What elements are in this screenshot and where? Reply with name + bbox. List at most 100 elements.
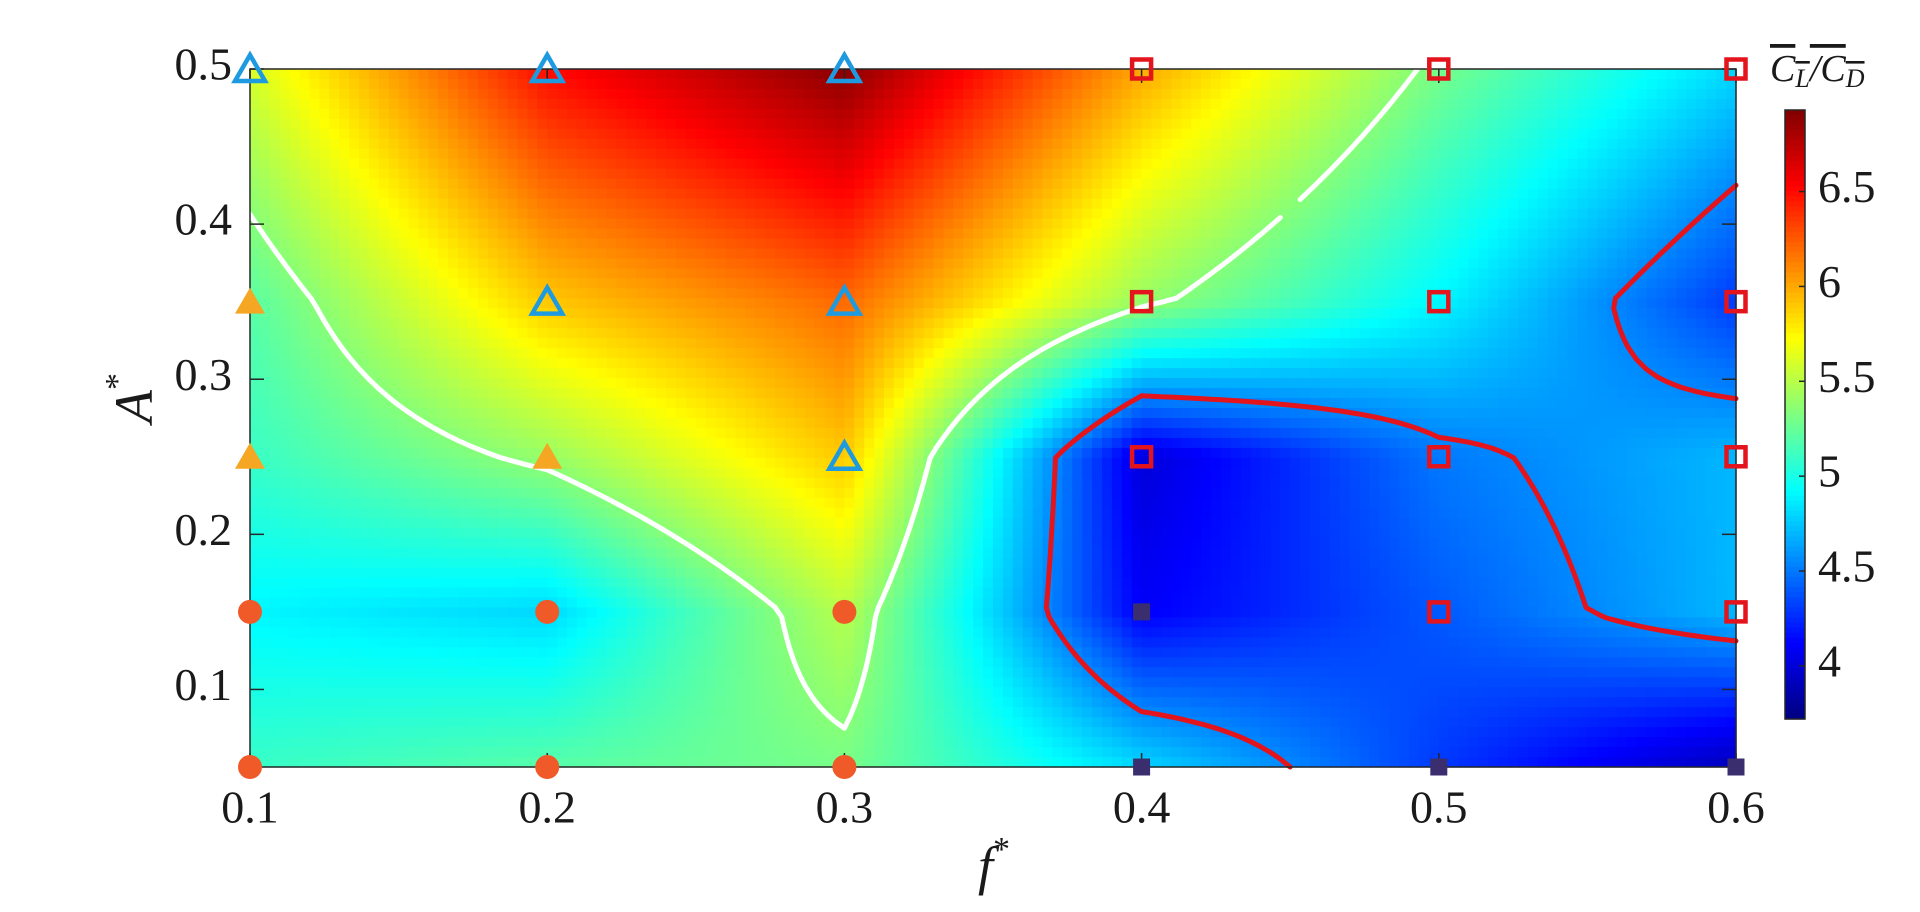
heatmap-cell xyxy=(1300,328,1311,339)
heatmap-cell xyxy=(517,258,528,270)
heatmap-cell xyxy=(250,388,261,399)
heatmap-cell xyxy=(1329,318,1341,329)
heatmap-cell xyxy=(636,98,647,110)
heatmap-cell xyxy=(418,128,429,140)
heatmap-cell xyxy=(378,328,390,339)
heatmap-cell xyxy=(1706,248,1717,260)
heatmap-cell xyxy=(477,388,489,399)
heatmap-cell xyxy=(1458,348,1470,359)
heatmap-cell xyxy=(487,338,499,349)
heatmap-cell xyxy=(458,108,469,120)
heatmap-cell xyxy=(507,298,519,309)
heatmap-cell xyxy=(804,69,816,80)
heatmap-cell xyxy=(1418,148,1430,160)
heatmap-cell xyxy=(576,378,588,389)
heatmap-cell xyxy=(576,148,588,160)
heatmap-cell xyxy=(269,88,281,100)
heatmap-cell xyxy=(1567,388,1579,399)
heatmap-cell xyxy=(973,198,984,210)
heatmap-cell xyxy=(1270,118,1281,130)
heatmap-cell xyxy=(1607,108,1618,120)
heatmap-cell xyxy=(616,148,628,160)
heatmap-cell xyxy=(1022,288,1034,299)
heatmap-cell xyxy=(1052,69,1063,80)
heatmap-cell xyxy=(1636,218,1648,230)
heatmap-cell xyxy=(576,308,588,319)
heatmap-cell xyxy=(794,168,806,180)
heatmap-cell xyxy=(695,368,707,379)
heatmap-cell xyxy=(973,238,984,250)
heatmap-cell xyxy=(299,258,311,270)
heatmap-cell xyxy=(983,378,994,389)
heatmap-cell xyxy=(814,368,826,379)
heatmap-cell xyxy=(1438,78,1450,90)
heatmap-cell xyxy=(933,218,945,230)
heatmap-cell xyxy=(745,228,756,240)
heatmap-cell xyxy=(903,318,915,329)
heatmap-cell xyxy=(576,348,588,359)
heatmap-cell xyxy=(1082,118,1093,130)
heatmap-cell xyxy=(1260,368,1271,379)
heatmap-cell xyxy=(745,318,756,329)
heatmap-cell xyxy=(1220,248,1232,260)
heatmap-cell xyxy=(1527,248,1539,260)
heatmap-cell xyxy=(339,128,350,140)
heatmap-cell xyxy=(675,348,687,359)
heatmap-cell xyxy=(289,248,301,260)
heatmap-cell xyxy=(923,118,935,130)
heatmap-cell xyxy=(993,128,1004,140)
heatmap-cell xyxy=(775,118,786,130)
heatmap-cell xyxy=(963,328,974,339)
heatmap-cell xyxy=(1409,228,1420,240)
heatmap-cell xyxy=(537,278,548,289)
heatmap-cell xyxy=(1656,318,1668,329)
heatmap-cell xyxy=(993,378,1004,389)
heatmap-cell xyxy=(448,168,459,180)
heatmap-cell xyxy=(527,288,538,299)
heatmap-cell xyxy=(864,388,875,399)
heatmap-cell xyxy=(1399,388,1410,399)
heatmap-cell xyxy=(358,238,370,250)
heatmap-cell xyxy=(834,78,845,90)
heatmap-cell xyxy=(1012,69,1024,80)
heatmap-cell xyxy=(1716,268,1727,279)
heatmap-cell xyxy=(784,69,796,80)
heatmap-cell xyxy=(507,208,519,220)
heatmap-cell xyxy=(1518,168,1529,180)
heatmap-cell xyxy=(794,388,806,399)
heatmap-cell xyxy=(1409,148,1420,160)
heatmap-cell xyxy=(487,348,499,359)
heatmap-cell xyxy=(1062,308,1073,319)
heatmap-cell xyxy=(794,268,806,279)
heatmap-cell xyxy=(487,368,499,379)
heatmap-cell xyxy=(537,148,548,160)
heatmap-cell xyxy=(1577,288,1588,299)
heatmap-cell xyxy=(1220,198,1232,210)
heatmap-cell xyxy=(1478,308,1489,319)
heatmap-cell xyxy=(1567,298,1579,309)
heatmap-cell xyxy=(1567,328,1579,339)
heatmap-cell xyxy=(477,128,489,140)
heatmap-cell xyxy=(438,118,449,130)
heatmap-cell xyxy=(775,158,786,170)
heatmap-cell xyxy=(368,348,380,359)
heatmap-cell xyxy=(329,358,340,369)
heatmap-cell xyxy=(467,398,479,409)
heatmap-cell xyxy=(1290,168,1301,180)
heatmap-cell xyxy=(596,138,608,150)
heatmap-cell xyxy=(884,258,895,270)
heatmap-cell xyxy=(1052,318,1063,329)
heatmap-cell xyxy=(1310,69,1321,80)
heatmap-cell xyxy=(1696,348,1707,359)
heatmap-cell xyxy=(1468,128,1480,140)
heatmap-cell xyxy=(666,168,677,180)
heatmap-cell xyxy=(378,278,390,289)
heatmap-cell xyxy=(1399,378,1410,389)
heatmap-cell xyxy=(666,368,677,379)
heatmap-cell xyxy=(1498,368,1509,379)
heatmap-cell xyxy=(1032,188,1044,200)
heatmap-cell xyxy=(349,88,360,100)
heatmap-cell xyxy=(735,368,746,379)
heatmap-cell xyxy=(1498,248,1509,260)
heatmap-cell xyxy=(1607,138,1618,150)
